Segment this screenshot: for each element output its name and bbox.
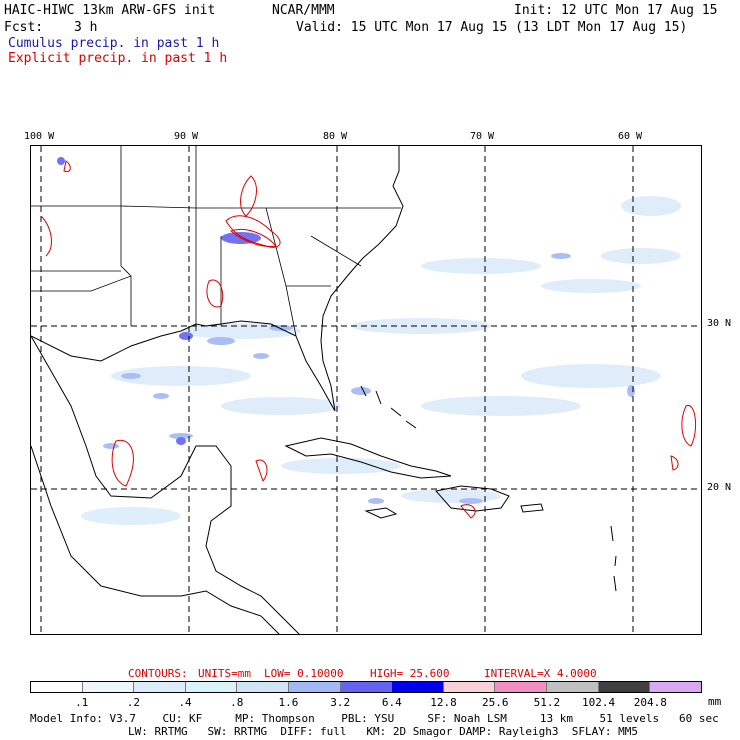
contours-low: LOW= 0.10000 [264,667,344,680]
latlon-grid [31,146,701,634]
colorbar-unit: mm [708,695,722,708]
colorbar-tick-label: 204.8 [633,696,667,709]
colorbar-swatch [495,682,548,692]
lon-label-60w: 60 W [618,131,643,142]
fcst-label: Fcst: [4,20,44,35]
colorbar-swatch [82,682,135,692]
lon-label-90w: 90 W [174,131,199,142]
colorbar-swatch [31,682,83,692]
colorbar-swatch [650,682,701,692]
colorbar-swatch [289,682,341,692]
colorbar-tick-label: 102.4 [582,696,616,709]
valid-time: Valid: 15 UTC Mon 17 Aug 15 (13 LDT Mon … [296,20,688,35]
org-label: NCAR/MMM [272,3,335,18]
lon-label-80w: 80 W [323,131,348,142]
colorbar-swatch [185,682,238,692]
lat-label-30n: 30 N [707,318,732,329]
map-frame [30,145,702,635]
contours-units: UNITS=mm [198,667,251,680]
contours-label: CONTOURS: [128,667,188,680]
coastline-layer [31,146,617,634]
colorbar-tick-label: 12.8 [430,696,457,709]
colorbar-swatch [134,682,186,692]
legend-explicit: Explicit precip. in past 1 h [8,51,228,66]
model-title: HAIC-HIWC 13km ARW-GFS init [4,3,216,18]
lat-label-20n: 20 N [707,482,732,493]
precip-colorbar [30,681,702,693]
map-canvas [31,146,701,634]
colorbar-swatch [547,682,599,692]
colorbar-tick-label: 1.6 [278,696,299,709]
colorbar-tick-label: .8 [230,696,244,709]
contours-high: HIGH= 25.600 [370,667,450,680]
colorbar-tick-label: .2 [126,696,140,709]
colorbar-tick-label: 25.6 [481,696,509,709]
colorbar-tick-label: 6.4 [381,696,402,709]
legend-cumulus: Cumulus precip. in past 1 h [8,36,220,51]
colorbar-tick-label: 3.2 [330,696,351,709]
colorbar-swatch [237,682,290,692]
colorbar-swatch [340,682,393,692]
colorbar-swatch [392,682,444,692]
state-boundaries [31,146,401,337]
init-time: Init: 12 UTC Mon 17 Aug 15 [514,3,718,18]
colorbar-swatch [598,682,651,692]
contours-interval: INTERVAL=X 4.0000 [484,667,597,680]
colorbar-tick-label: .1 [75,696,89,709]
lon-label-100w: 100 W [24,131,55,142]
colorbar-swatch [443,682,496,692]
model-info-line1: Model Info: V3.7 CU: KF MP: Thompson PBL… [30,712,719,725]
colorbar-tick-label: .4 [178,696,192,709]
fcst-value: 3 h [74,20,98,35]
model-info-line2: LW: RRTMG SW: RRTMG DIFF: full KM: 2D Sm… [128,725,638,738]
colorbar-tick-label: 51.2 [533,696,561,709]
lon-label-70w: 70 W [470,131,495,142]
explicit-precip-contours [40,160,697,519]
cumulus-precip-layer [57,157,681,525]
